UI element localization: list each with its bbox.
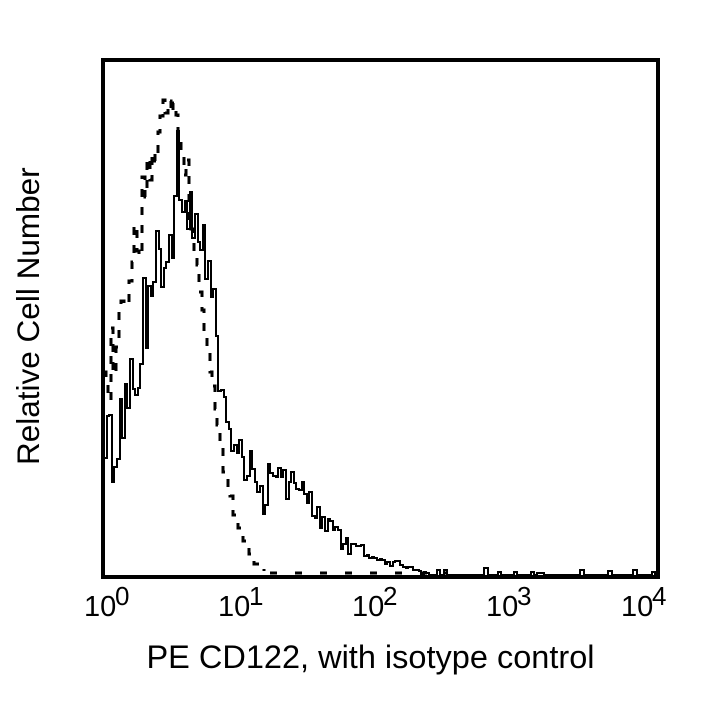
svg-text:10: 10	[84, 591, 116, 623]
svg-text:0: 0	[115, 581, 129, 611]
svg-text:1: 1	[249, 581, 263, 611]
svg-text:4: 4	[652, 581, 666, 611]
svg-text:Relative Cell Number: Relative Cell Number	[10, 167, 46, 465]
svg-text:10: 10	[486, 591, 518, 623]
svg-text:10: 10	[621, 591, 653, 623]
svg-text:3: 3	[517, 581, 531, 611]
svg-text:PE CD122, with isotype control: PE CD122, with isotype control	[147, 639, 595, 675]
svg-text:10: 10	[352, 591, 384, 623]
svg-text:10: 10	[218, 591, 250, 623]
svg-text:2: 2	[383, 581, 397, 611]
